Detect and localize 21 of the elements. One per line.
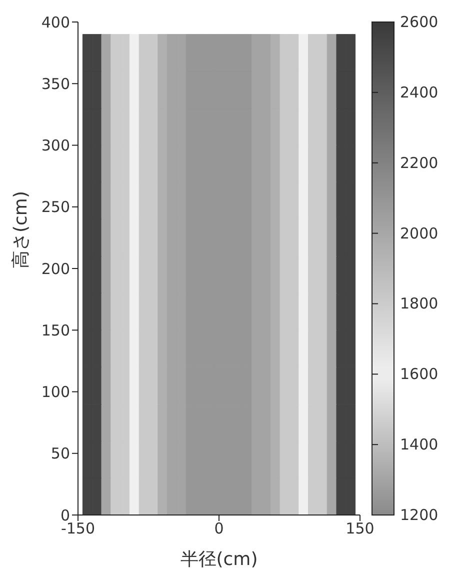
y-tick-label: 50	[50, 444, 70, 463]
y-tick-label: 300	[41, 136, 70, 155]
y-axis-title: 高さ(cm)	[10, 191, 32, 268]
x-tick-label: -150	[60, 520, 96, 538]
x-tick-label: 150	[346, 520, 374, 538]
color-bar-label: 1200	[400, 506, 438, 524]
y-tick-label: 150	[41, 321, 70, 340]
y-tick-label: 250	[41, 198, 70, 216]
y-tick-label: 350	[41, 74, 70, 93]
color-bar-label: 2000	[400, 224, 438, 242]
color-bar-label: 1400	[400, 436, 438, 454]
y-tick-label: 200	[41, 260, 70, 278]
color-bar-label: 1600	[400, 365, 438, 384]
color-bar-label: 2600	[400, 13, 438, 31]
x-axis-title: 半径(cm)	[180, 549, 258, 570]
x-tick-label: 0	[214, 520, 224, 538]
y-tick-label: 100	[41, 383, 70, 402]
color-bar-label: 2400	[400, 83, 438, 102]
color-bar-label: 1800	[400, 294, 438, 313]
y-tick-label: 400	[41, 13, 70, 32]
color-bar-label: 2200	[400, 154, 438, 172]
